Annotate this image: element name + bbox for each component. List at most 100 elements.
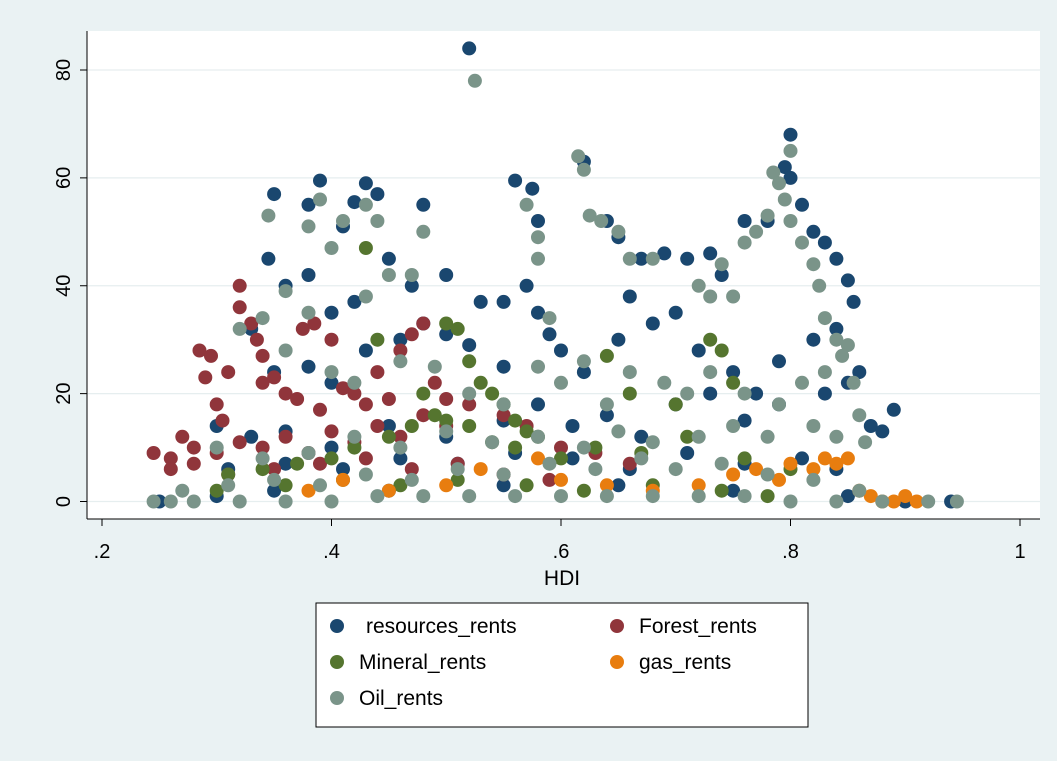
data-point — [703, 246, 718, 261]
data-point — [301, 197, 316, 212]
data-point — [634, 451, 649, 466]
data-point — [668, 462, 683, 477]
data-point — [450, 472, 465, 487]
legend-item: resources_rents — [330, 615, 517, 638]
y-tick-label: 40 — [53, 275, 75, 297]
data-point — [404, 268, 419, 282]
data-point — [358, 451, 373, 466]
data-point — [404, 462, 419, 477]
data-point — [909, 494, 924, 509]
data-point — [531, 251, 545, 266]
data-point — [611, 332, 626, 347]
x-tick-label: .4 — [323, 541, 340, 563]
data-point — [531, 230, 545, 245]
data-point — [829, 332, 844, 347]
data-point — [588, 440, 603, 455]
data-point — [531, 451, 545, 466]
data-point — [278, 429, 293, 444]
data-point — [473, 375, 488, 390]
data-point — [726, 289, 741, 304]
data-point — [886, 494, 901, 509]
data-point — [542, 456, 557, 471]
data-point — [680, 386, 695, 401]
data-point — [427, 408, 442, 423]
data-point — [949, 494, 964, 509]
data-point — [232, 278, 247, 293]
data-point — [835, 348, 850, 363]
data-point — [267, 462, 282, 477]
data-point — [324, 424, 339, 439]
legend-item: Oil_rents — [330, 687, 443, 710]
data-point — [554, 451, 568, 466]
data-point — [336, 472, 350, 487]
series-gas_rents — [301, 451, 924, 509]
data-point — [576, 162, 591, 177]
data-point — [508, 440, 523, 455]
data-point — [467, 73, 482, 88]
data-point — [588, 462, 603, 477]
data-point — [783, 456, 798, 471]
data-point — [496, 359, 511, 374]
data-point — [783, 127, 798, 142]
data-point — [209, 483, 224, 498]
data-point — [462, 419, 477, 433]
data-point — [680, 446, 695, 460]
data-point — [301, 483, 316, 498]
data-point — [817, 235, 832, 250]
data-point — [737, 451, 752, 466]
data-point — [393, 440, 408, 455]
data-point — [783, 494, 798, 509]
data-point — [622, 251, 637, 266]
data-point — [307, 316, 322, 331]
data-point — [267, 370, 282, 385]
data-point — [221, 365, 236, 380]
data-point — [519, 424, 534, 439]
data-point — [370, 419, 385, 433]
data-point — [691, 429, 706, 444]
data-point — [175, 483, 190, 498]
data-point — [462, 338, 477, 353]
data-point — [278, 494, 293, 509]
data-point — [554, 343, 568, 358]
data-point — [519, 278, 534, 293]
data-point — [146, 446, 161, 460]
data-point — [192, 343, 207, 358]
data-point — [221, 467, 236, 482]
data-point — [450, 462, 465, 477]
data-point — [381, 419, 396, 433]
data-point — [852, 408, 867, 423]
data-point — [163, 494, 178, 509]
data-point — [267, 472, 282, 487]
data-point — [427, 375, 442, 390]
data-point — [290, 456, 305, 471]
data-point — [324, 451, 339, 466]
data-point — [381, 392, 396, 406]
data-point — [726, 483, 741, 498]
data-point — [278, 284, 293, 299]
data-point — [347, 375, 362, 390]
data-point — [795, 451, 809, 466]
data-point — [829, 456, 844, 471]
data-point — [749, 462, 764, 477]
y-tick-label: 60 — [53, 167, 75, 189]
data-point — [645, 435, 660, 450]
data-point — [783, 143, 798, 158]
data-point — [829, 429, 844, 444]
data-point — [576, 483, 591, 498]
data-point — [749, 386, 764, 401]
data-point — [766, 165, 781, 180]
data-point — [358, 397, 373, 412]
data-point — [554, 375, 568, 390]
data-point — [680, 429, 695, 444]
data-point — [255, 348, 270, 363]
x-tick-label: .6 — [553, 541, 570, 563]
data-point — [806, 224, 821, 239]
data-point — [358, 241, 373, 255]
data-point — [313, 173, 327, 188]
data-point — [416, 316, 431, 331]
data-point — [542, 472, 557, 487]
data-point — [525, 181, 540, 196]
data-point — [347, 294, 362, 309]
data-point — [146, 494, 161, 509]
data-point — [439, 327, 454, 342]
